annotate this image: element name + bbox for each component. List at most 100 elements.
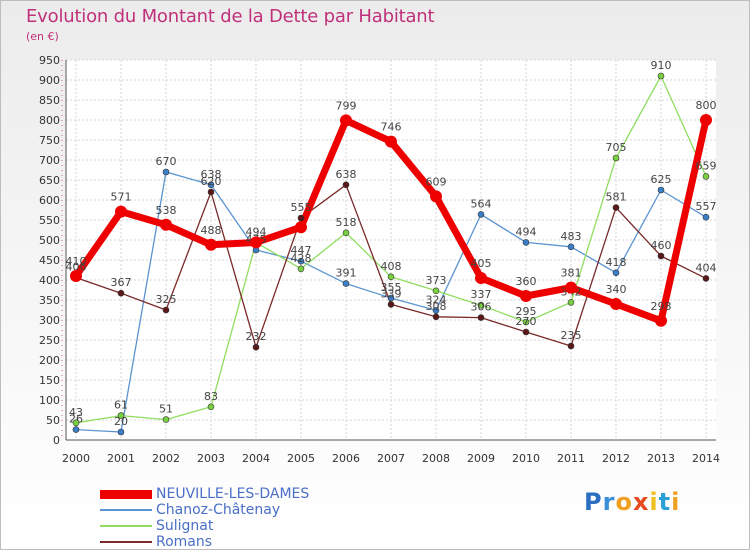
data-point: [432, 287, 440, 295]
x-tick-label: 2011: [557, 452, 585, 465]
chart-title: Evolution du Montant de la Dette par Hab…: [26, 6, 435, 27]
data-label: 61: [114, 399, 128, 412]
data-label: 494: [516, 225, 537, 238]
data-point: [207, 403, 215, 411]
y-tick-label: 750: [39, 134, 60, 147]
data-point: [117, 412, 125, 419]
y-tick-label: 100: [39, 394, 60, 407]
y-tick-label: 650: [39, 174, 60, 187]
y-tick-label: 300: [39, 314, 60, 327]
data-label: 625: [651, 173, 672, 186]
logo-letter: r: [602, 488, 616, 516]
data-label: 235: [561, 329, 582, 342]
data-point: [475, 272, 487, 284]
data-label: 609: [426, 175, 447, 188]
data-point: [522, 328, 530, 336]
data-point: [522, 318, 530, 326]
data-point: [297, 214, 305, 222]
data-point: [342, 181, 350, 189]
data-point: [657, 186, 665, 194]
x-tick-label: 2004: [242, 452, 270, 465]
y-tick-label: 150: [39, 374, 60, 387]
data-point: [342, 229, 350, 237]
x-tick-label: 2001: [107, 452, 135, 465]
data-point: [567, 299, 575, 306]
data-point: [70, 270, 82, 282]
data-point: [385, 135, 397, 148]
y-tick-label: 0: [53, 434, 60, 447]
data-point: [72, 419, 80, 427]
data-point: [205, 238, 217, 251]
x-tick-label: 2005: [287, 452, 315, 465]
x-tick-label: 2012: [602, 452, 630, 465]
data-point: [612, 269, 620, 277]
data-point: [162, 306, 170, 314]
y-tick-label: 800: [39, 114, 60, 127]
y-tick-label: 950: [39, 54, 60, 67]
legend-label: Sulignat: [156, 518, 214, 534]
legend-swatch: [100, 509, 152, 511]
data-label: 337: [471, 288, 492, 301]
data-label: 232: [246, 330, 267, 343]
data-point: [72, 426, 80, 433]
data-label: 564: [471, 197, 492, 210]
data-label: 638: [336, 168, 357, 181]
x-tick-label: 2003: [197, 452, 225, 465]
legend-label: Chanoz-Châtenay: [156, 502, 281, 518]
data-point: [655, 314, 667, 327]
y-tick-label: 50: [46, 414, 60, 427]
data-label: 418: [606, 256, 627, 269]
data-point: [162, 168, 170, 176]
data-label: 571: [111, 191, 132, 204]
data-label: 360: [516, 275, 537, 288]
logo-letter: t: [658, 488, 672, 516]
data-point: [702, 173, 710, 180]
data-label: 51: [159, 403, 173, 416]
data-label: 447: [291, 244, 312, 257]
x-tick-label: 2009: [467, 452, 495, 465]
data-point: [702, 275, 710, 282]
data-point: [207, 181, 215, 189]
y-tick-label: 900: [39, 74, 60, 87]
data-label: 325: [156, 293, 177, 306]
data-point: [160, 218, 172, 231]
data-point: [117, 289, 125, 297]
logo-letter: i: [671, 488, 681, 516]
x-tick-label: 2010: [512, 452, 540, 465]
legend-label: NEUVILLE-LES-DAMES: [156, 486, 310, 502]
data-label: 391: [336, 267, 357, 280]
data-point: [567, 342, 575, 350]
data-label: 408: [381, 260, 402, 273]
x-tick-label: 2013: [647, 452, 675, 465]
x-tick-label: 2008: [422, 452, 450, 465]
data-point: [297, 257, 305, 265]
x-tick-label: 2006: [332, 452, 360, 465]
data-point: [610, 298, 622, 310]
data-point: [387, 294, 395, 302]
x-tick-label: 2014: [692, 452, 720, 465]
data-point: [702, 213, 710, 221]
proxiti-logo: Proxiti: [584, 488, 680, 516]
x-tick-label: 2000: [62, 452, 90, 465]
data-label: 910: [651, 59, 672, 72]
data-label: 381: [561, 267, 582, 280]
data-label: 460: [651, 239, 672, 252]
y-tick-label: 450: [39, 254, 60, 267]
data-point: [430, 190, 442, 203]
data-point: [295, 221, 307, 234]
data-label: 799: [336, 99, 357, 112]
data-label: 483: [561, 230, 582, 243]
data-label: 538: [156, 204, 177, 217]
y-tick-label: 350: [39, 294, 60, 307]
data-point: [477, 211, 485, 218]
data-label: 581: [606, 191, 627, 204]
data-label: 308: [426, 300, 447, 313]
data-point: [250, 236, 262, 249]
legend-swatch: [100, 541, 152, 543]
legend-swatch: [100, 489, 152, 499]
data-label: 488: [201, 224, 222, 237]
data-point: [612, 154, 620, 162]
data-label: 26: [69, 413, 83, 426]
legend-label: Romans: [156, 534, 213, 550]
data-point: [657, 72, 665, 80]
